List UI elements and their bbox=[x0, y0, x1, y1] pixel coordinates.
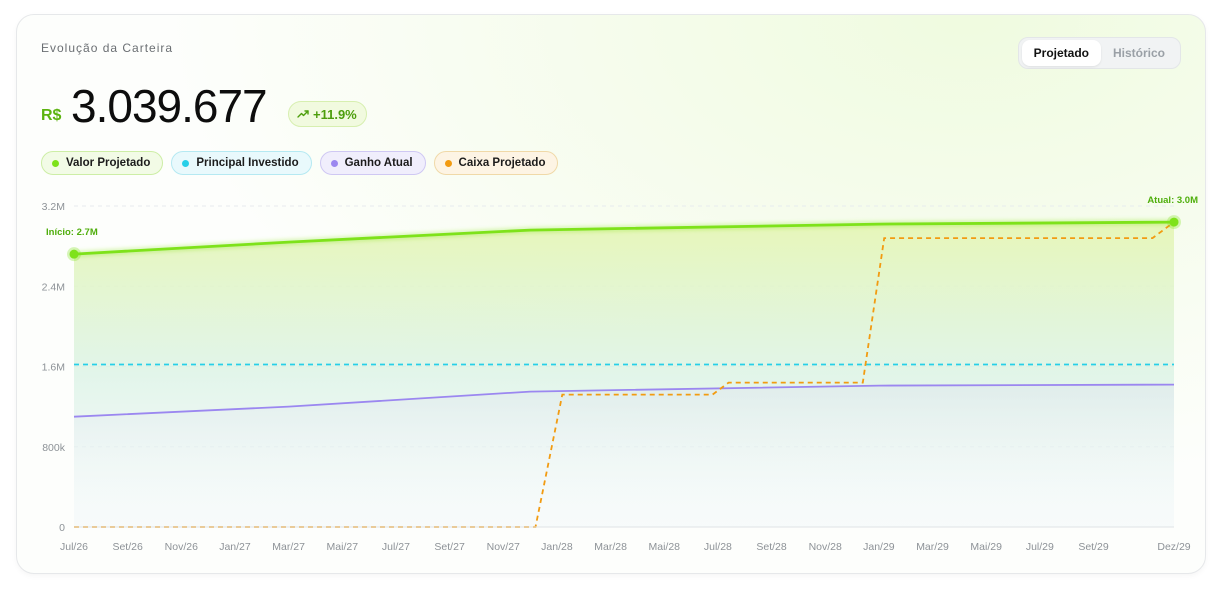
x-tick-label: Jul/27 bbox=[382, 541, 410, 553]
x-tick-label: Jan/29 bbox=[863, 541, 895, 553]
line-layer bbox=[73, 219, 1175, 528]
y-tick-label: 1.6M bbox=[42, 362, 65, 374]
x-tick-label: Set/29 bbox=[1078, 541, 1109, 553]
area-layer bbox=[74, 222, 1174, 527]
currency-label: R$ bbox=[41, 107, 62, 124]
annotation-layer: Início: 2.7M Atual: 3.0M bbox=[46, 195, 1198, 262]
toggle-projetado-button[interactable]: Projetado bbox=[1021, 40, 1101, 66]
legend-dot bbox=[182, 159, 190, 167]
x-tick-label: Jan/28 bbox=[541, 541, 573, 553]
legend-label: Ganho Atual bbox=[344, 157, 413, 169]
toggle-historico-button[interactable]: Histórico bbox=[1112, 46, 1165, 60]
evolution-chart: 0 800k 1.6M 2.4M 3.2M Jul/26 Set/26 Nov/26 Jan/2… bbox=[42, 195, 1198, 553]
legend-item-caixa-projetado[interactable]: Caixa Projetado bbox=[433, 151, 559, 175]
x-tick-label: Nov/28 bbox=[809, 541, 842, 553]
x-tick-label: Nov/27 bbox=[487, 541, 520, 553]
legend-dot bbox=[444, 159, 452, 167]
x-tick-label: Nov/26 bbox=[165, 541, 198, 553]
legend-item-ganho-atual[interactable]: Ganho Atual bbox=[319, 151, 426, 175]
chart-legend: Valor Projetado Principal Investido Ganh… bbox=[41, 151, 559, 175]
x-tick-label: Mai/29 bbox=[970, 541, 1002, 553]
card-title: Evolução da Carteira bbox=[41, 41, 174, 55]
y-tick-label: 800k bbox=[42, 442, 66, 454]
x-tick-label: Dez/29 bbox=[1157, 541, 1190, 553]
x-tick-label: Mai/28 bbox=[648, 541, 680, 553]
caixa-projetado-line bbox=[74, 221, 1175, 528]
valor-projetado-line bbox=[73, 220, 1175, 256]
x-tick-label: Mar/29 bbox=[916, 541, 949, 553]
y-tick-label: 0 bbox=[59, 522, 65, 534]
x-tick-label: Mar/27 bbox=[272, 541, 305, 553]
x-tick-label: Mar/28 bbox=[594, 541, 627, 553]
x-tick-label: Set/27 bbox=[434, 541, 465, 553]
x-tick-label: Jul/29 bbox=[1026, 541, 1054, 553]
legend-item-principal-investido[interactable]: Principal Investido bbox=[171, 151, 312, 175]
annotation-inicio: Início: 2.7M bbox=[46, 227, 98, 238]
x-tick-label: Jan/27 bbox=[219, 541, 251, 553]
legend-label: Valor Projetado bbox=[66, 157, 151, 169]
y-tick-label: 3.2M bbox=[42, 201, 65, 213]
x-tick-label: Set/28 bbox=[756, 541, 787, 553]
change-badge: +11.9% bbox=[288, 101, 367, 127]
legend-label: Caixa Projetado bbox=[458, 157, 546, 169]
legend-dot bbox=[330, 159, 338, 167]
view-toggle: Projetado Histórico bbox=[1017, 37, 1181, 69]
x-tick-label: Set/26 bbox=[112, 541, 143, 553]
annotation-atual: Atual: 3.0M bbox=[1147, 195, 1198, 206]
legend-dot bbox=[52, 159, 59, 167]
legend-label: Principal Investido bbox=[196, 157, 299, 169]
legend-item-valor-projetado[interactable]: Valor Projetado bbox=[41, 151, 164, 175]
x-tick-label: Jul/28 bbox=[704, 541, 732, 553]
axis-layer: 0 800k 1.6M 2.4M 3.2M Jul/26 Set/26 Nov/26 Jan/2… bbox=[42, 201, 1191, 553]
endpoint-dot bbox=[69, 249, 79, 259]
total-value: 3.039.677 bbox=[71, 80, 268, 132]
change-value: +11.9% bbox=[313, 106, 357, 122]
x-tick-label: Mai/27 bbox=[327, 541, 359, 553]
portfolio-evolution-card: Evolução da Carteira R$ 3.039.677 +11.9%… bbox=[16, 14, 1206, 574]
y-tick-label: 2.4M bbox=[42, 281, 65, 293]
ganho-atual-line bbox=[73, 383, 1175, 418]
x-tick-label: Jul/26 bbox=[60, 541, 88, 553]
endpoint-dot bbox=[1169, 217, 1179, 227]
ganho-atual-area bbox=[74, 384, 1174, 527]
trending-up-icon bbox=[297, 110, 309, 118]
